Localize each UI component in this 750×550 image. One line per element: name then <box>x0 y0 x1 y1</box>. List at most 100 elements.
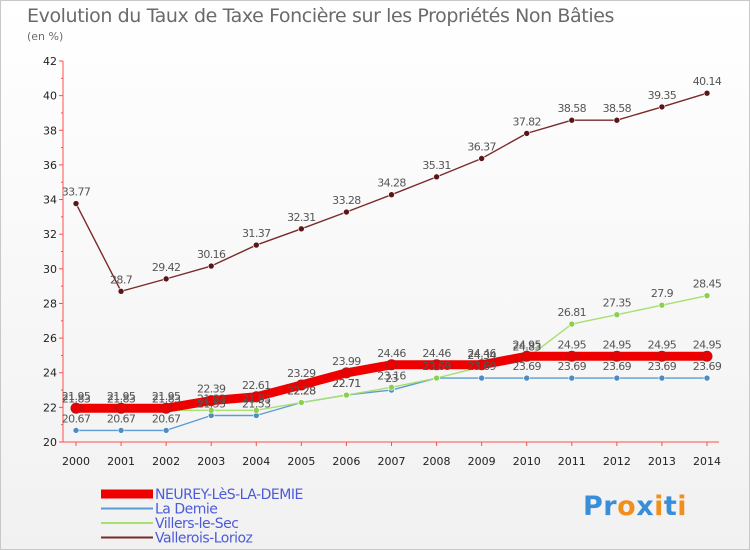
data-label: 28.45 <box>693 278 722 291</box>
x-tick-label: 2009 <box>468 455 496 468</box>
axes: 20 22 24 26 28 30 32 34 36 38 40 42 2000 2001 2002 2003… <box>43 55 721 468</box>
data-label: 22.71 <box>332 377 361 390</box>
series-point-0 <box>611 350 623 362</box>
data-label: 37.82 <box>512 115 541 128</box>
y-tick-label: 22 <box>43 401 57 414</box>
data-label: 24.46 <box>422 347 451 360</box>
legend-entry: La Demie <box>155 502 217 518</box>
data-label: 22.71 <box>332 377 361 390</box>
data-label: 21.95 <box>152 390 181 403</box>
data-label: 24.95 <box>512 338 541 351</box>
series-point-0 <box>476 359 488 371</box>
data-label: 26.81 <box>558 306 587 319</box>
data-label: 20.67 <box>152 412 181 425</box>
data-label: 28.7 <box>110 273 133 286</box>
series-point-1 <box>523 374 531 382</box>
data-label: 23.69 <box>648 360 677 373</box>
series-point-0 <box>250 391 262 403</box>
series-point-0 <box>205 395 217 407</box>
data-label: 24.95 <box>603 338 632 351</box>
series-point-3 <box>568 116 576 124</box>
series-point-2 <box>298 399 305 406</box>
data-label: 21.83 <box>242 392 271 405</box>
data-label: 20.67 <box>62 412 91 425</box>
data-label: 36.37 <box>467 141 496 154</box>
data-label: 21.53 <box>197 398 226 411</box>
series-point-3 <box>613 116 621 124</box>
data-label: 24.95 <box>648 338 677 351</box>
series-point-3 <box>117 288 125 295</box>
series-point-2 <box>252 407 260 414</box>
legend-entry: Vallerois-Lorioz <box>155 531 253 547</box>
y-tick-label: 26 <box>43 332 57 345</box>
data-label: 24.46 <box>467 347 496 360</box>
series-point-3 <box>703 89 711 97</box>
x-tick-label: 2006 <box>332 455 360 468</box>
series-point-3 <box>478 155 485 162</box>
x-tick-label: 2004 <box>242 455 270 468</box>
series-point-2 <box>613 311 621 319</box>
logo-letter: r <box>603 491 618 522</box>
data-label: 31.37 <box>242 227 271 240</box>
x-tick-label: 2013 <box>648 455 676 468</box>
x-tick-label: 2003 <box>197 455 225 468</box>
series-point-1 <box>658 374 666 382</box>
data-label: 20.67 <box>107 412 136 425</box>
data-label: 23.29 <box>287 367 316 380</box>
logo-letter: o <box>617 491 637 522</box>
data-label: 33.77 <box>62 186 91 199</box>
x-tick-label: 2008 <box>423 455 451 468</box>
data-label: 23.69 <box>467 360 496 373</box>
x-tick-label: 2005 <box>287 455 315 468</box>
x-tick-label: 2014 <box>693 455 721 468</box>
data-label: 22.39 <box>197 383 226 396</box>
data-label: 30.16 <box>197 248 226 261</box>
series-point-2 <box>568 320 576 328</box>
data-label: 27.9 <box>651 287 674 300</box>
data-label: 23 <box>385 372 398 385</box>
data-label: 32.31 <box>287 211 316 224</box>
y-tick-label: 36 <box>43 159 57 172</box>
series-point-3 <box>252 241 260 249</box>
proxiti-logo: Proxiti <box>583 491 687 522</box>
x-tick-label: 2011 <box>558 455 586 468</box>
data-label: 29.42 <box>152 261 181 274</box>
series-point-1 <box>117 427 125 434</box>
data-label: 23.69 <box>512 360 541 373</box>
data-label: 23.69 <box>422 360 451 373</box>
series-point-3 <box>207 262 215 270</box>
logo-letter: t <box>663 491 678 522</box>
logo-letter: x <box>636 491 655 522</box>
data-label: 23.99 <box>332 355 361 368</box>
y-tick-label: 30 <box>43 263 57 276</box>
x-tick-label: 2000 <box>62 455 90 468</box>
data-label: 40.14 <box>693 75 722 88</box>
y-tick-label: 28 <box>43 297 57 310</box>
series-point-0 <box>431 359 443 371</box>
series-point-2 <box>343 391 350 399</box>
data-label: 21.53 <box>242 398 271 411</box>
series-point-1 <box>162 427 170 434</box>
series-point-2 <box>433 374 440 382</box>
data-label: 21.95 <box>107 390 136 403</box>
logo-letter: i <box>654 491 664 522</box>
data-label: 22.28 <box>287 385 316 398</box>
legend-entry: NEUREY-LèS-LA-DEMIE <box>155 487 303 503</box>
x-tick-label: 2012 <box>603 455 631 468</box>
data-label: 23.69 <box>603 360 632 373</box>
y-tick-label: 20 <box>43 436 57 449</box>
data-label: 24.34 <box>467 349 496 362</box>
series-point-3 <box>523 130 531 137</box>
data-label: 39.35 <box>648 89 677 102</box>
series-point-0 <box>386 359 397 371</box>
series-point-0 <box>656 350 668 362</box>
y-tick-label: 24 <box>43 367 57 380</box>
data-label: 21.83 <box>152 392 181 405</box>
series-point-2 <box>207 407 215 414</box>
data-label: 24.46 <box>377 347 406 360</box>
data-label: 22.61 <box>242 379 271 392</box>
series-point-0 <box>295 379 307 391</box>
data-label: 38.58 <box>603 102 632 115</box>
